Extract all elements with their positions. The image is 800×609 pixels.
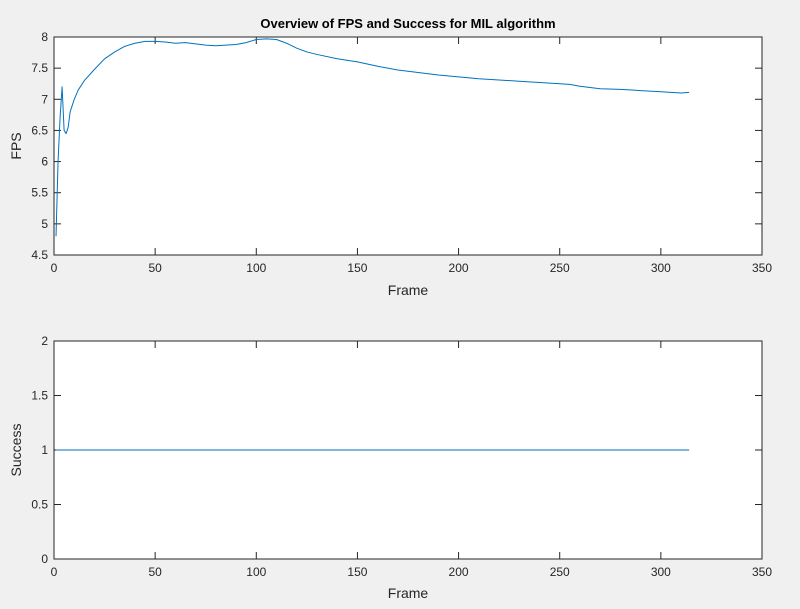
success-y-tick-label: 0.5: [31, 498, 48, 512]
success-x-tick-label: 250: [550, 565, 570, 579]
success-x-tick-label: 50: [148, 565, 162, 579]
fps-y-tick-label: 4.5: [31, 248, 48, 262]
success-x-tick-label: 300: [651, 565, 671, 579]
success-y-axis-label: Success: [8, 424, 24, 477]
success-axes-ticks: 0 50 100 150 200 250 300 350 0 0.5 1 1.5 2: [31, 334, 772, 579]
fps-x-tick-label: 100: [246, 261, 266, 275]
fps-x-tick-label: 300: [651, 261, 671, 275]
fps-x-axis-label: Frame: [388, 282, 429, 298]
fps-x-tick-label: 150: [347, 261, 367, 275]
fps-axes-ticks: 0 50 100 150 200 250 300 350 4.5 5 5.5 6 6.5 7 7.5 8: [31, 30, 772, 275]
success-x-tick-label: 350: [752, 565, 772, 579]
success-y-tick-label: 1.5: [31, 389, 48, 403]
chart-title: Overview of FPS and Success for MIL algo…: [260, 16, 555, 31]
success-x-tick-label: 100: [246, 565, 266, 579]
fps-y-tick-label: 7: [41, 92, 48, 106]
fps-y-tick-label: 7.5: [31, 61, 48, 75]
fps-y-tick-label: 6.5: [31, 123, 48, 137]
fps-x-tick-label: 0: [51, 261, 58, 275]
fps-x-tick-label: 250: [550, 261, 570, 275]
success-x-tick-label: 200: [449, 565, 469, 579]
success-x-tick-label: 0: [51, 565, 58, 579]
fps-x-tick-label: 50: [148, 261, 162, 275]
fps-series-line: [55, 38, 690, 237]
fps-y-tick-label: 6: [41, 155, 48, 169]
success-y-tick-label: 0: [41, 552, 48, 566]
success-y-tick-label: 2: [41, 334, 48, 348]
fps-axes-box: [53, 36, 763, 256]
success-x-axis-label: Frame: [388, 585, 429, 601]
fps-series: [55, 38, 690, 237]
success-y-tick-label: 1: [41, 443, 48, 457]
fps-y-tick-label: 5.5: [31, 186, 48, 200]
fps-x-tick-label: 350: [752, 261, 772, 275]
fps-y-axis-label: FPS: [8, 132, 24, 159]
fps-y-tick-label: 8: [41, 30, 48, 44]
fps-x-tick-label: 200: [449, 261, 469, 275]
success-x-tick-label: 150: [347, 565, 367, 579]
fps-y-tick-label: 5: [41, 217, 48, 231]
